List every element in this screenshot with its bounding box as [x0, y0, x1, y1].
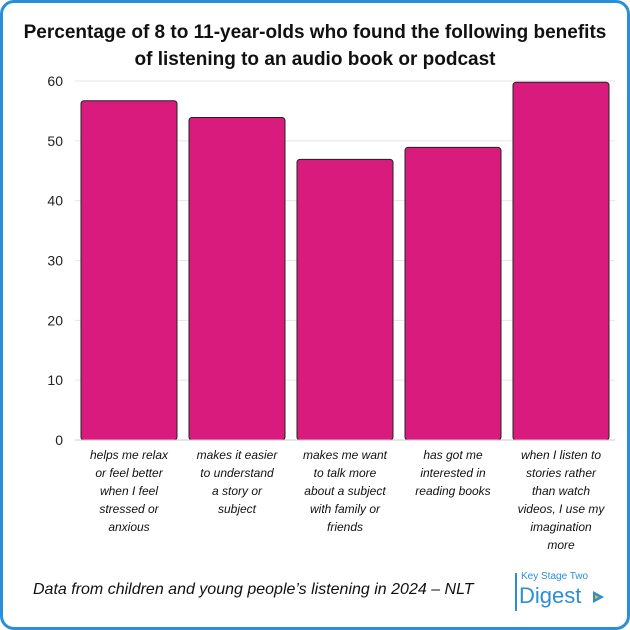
bar [512, 81, 610, 441]
x-category-label-line: about a subject [304, 484, 386, 498]
x-category-label-line: a story or [212, 484, 263, 498]
bar [188, 116, 286, 441]
y-tick-label: 20 [47, 312, 63, 328]
bar-chart: 0 10 20 30 40 50 60 helps me relax or feel bette… [47, 73, 615, 552]
y-tick-label: 40 [47, 193, 63, 209]
logo-line-1: Key Stage Two [521, 571, 589, 582]
x-category-label-line: makes me want [303, 448, 388, 462]
bar [404, 146, 502, 441]
x-category-label-line: subject [218, 502, 257, 516]
y-tick-label: 10 [47, 372, 63, 388]
bar [80, 100, 178, 441]
y-tick-label: 30 [47, 253, 63, 269]
x-category-label-line: imagination [530, 520, 592, 534]
x-category-label-line: than watch [532, 484, 590, 498]
x-category-label-line: stories rather [526, 466, 597, 480]
logo-line-2: Digest [519, 583, 582, 608]
x-category-label-line: more [547, 538, 575, 552]
x-category-label-line: friends [327, 520, 363, 534]
x-category-label: makes me want to talk more about a subject… [303, 448, 388, 534]
x-category-label-line: stressed or [99, 502, 159, 516]
chart-title-line-2: of listening to an audio book or podcast [134, 49, 496, 70]
x-category-label-line: to talk more [314, 466, 377, 480]
bar [296, 158, 394, 441]
x-category-label-line: videos, I use my [518, 502, 606, 516]
y-tick-label: 0 [55, 432, 63, 448]
chart-title: Percentage of 8 to 11-year-olds who foun… [3, 19, 627, 73]
x-category-label-line: to understand [200, 466, 274, 480]
x-category-label: has got me interested in reading books [415, 448, 490, 498]
chart-title-line-1: Percentage of 8 to 11-year-olds who foun… [23, 22, 607, 43]
x-category-label-line: anxious [108, 520, 149, 534]
x-category-label-line: or feel better [95, 466, 163, 480]
x-category-label-line: when I listen to [521, 448, 601, 462]
x-category-label-line: interested in [420, 466, 486, 480]
x-category-label-line: helps me relax [90, 448, 169, 462]
x-category-label: makes it easier to understand a story or su… [197, 448, 279, 516]
x-category-label-line: has got me [423, 448, 483, 462]
y-tick-label: 60 [47, 73, 63, 89]
y-tick-label: 50 [47, 133, 63, 149]
x-category-label-line: reading books [415, 484, 490, 498]
source-note: Data from children and young people’s li… [33, 581, 474, 598]
x-category-label-line: when I feel [100, 484, 158, 498]
x-category-label-line: makes it easier [197, 448, 279, 462]
x-category-label-line: with family or [310, 502, 381, 516]
key-stage-two-digest-logo: Key Stage Two Digest [515, 571, 615, 615]
play-triangle-icon [593, 591, 604, 603]
x-category-label: helps me relax or feel better when I feel s… [90, 448, 169, 534]
x-category-label: when I listen to stories rather than watch… [518, 448, 606, 552]
logo-divider [515, 573, 517, 611]
